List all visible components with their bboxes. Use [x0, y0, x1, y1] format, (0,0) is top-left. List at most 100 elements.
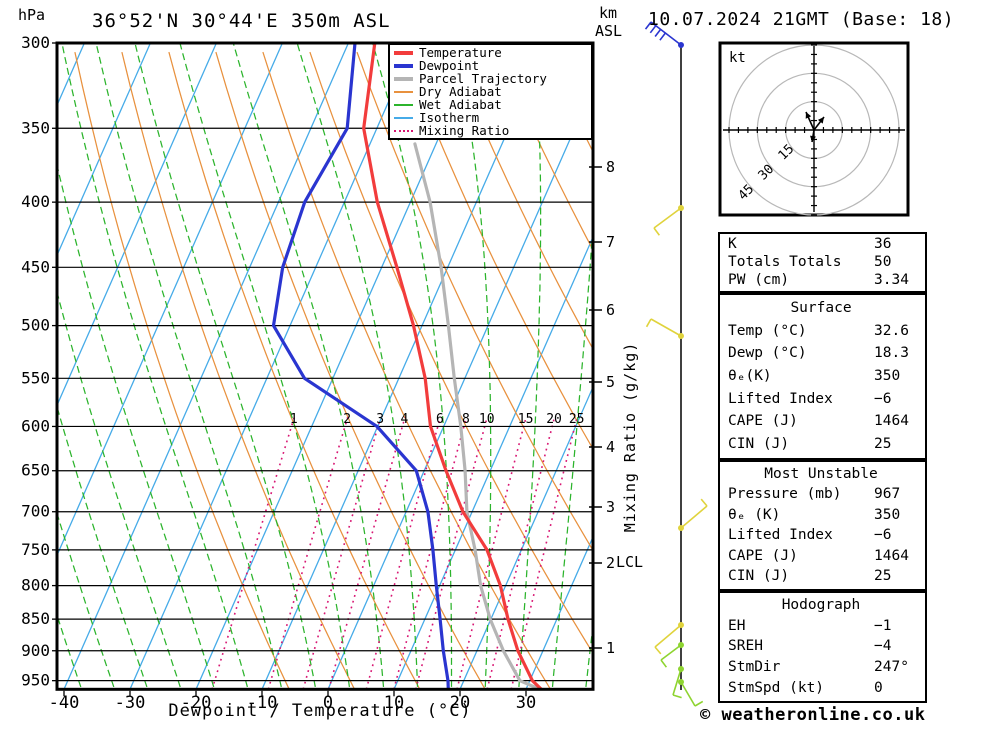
- isotherm-line: [393, 235, 593, 690]
- legend-label: Mixing Ratio: [419, 122, 510, 138]
- dry-adiabat-line: [168, 51, 421, 690]
- km-tick-label: 8: [606, 158, 615, 176]
- dry-adiabat-line: [215, 51, 486, 690]
- legend-item: Parcel Trajectory: [390, 72, 591, 85]
- table-row-label: K: [728, 236, 737, 253]
- legend-swatch-isotherm: [394, 116, 413, 119]
- table-row-value: −6: [874, 390, 892, 407]
- legend-swatch-wet_adiabat: [394, 103, 413, 106]
- stats-table-indices: K 36 Totals Totals 50 PW (cm) 3.34: [718, 232, 927, 293]
- stats-table-hodograph: Hodograph EH −1 SREH −4 StmDir 247° StmSpd (kt)…: [718, 591, 927, 703]
- dry-adiabat-line: [497, 51, 593, 252]
- temperature-axis-labels: -40 -30 -20 -10 0 10 20 30: [49, 690, 536, 713]
- wind-barb-shaft: [654, 624, 682, 648]
- page-title: 36°52'N 30°44'E 350m ASL: [92, 10, 391, 32]
- table-row: CIN (J) 25: [728, 569, 925, 584]
- km-tick-label: 4: [606, 438, 615, 456]
- temperature-tick-label: -20: [181, 693, 212, 713]
- isotherm-line: [525, 535, 593, 690]
- isotherm-line: [327, 85, 593, 690]
- isotherm-line: [0, 43, 18, 689]
- wind-barb-shaft: [660, 644, 682, 661]
- wet-adiabats-group: [57, 43, 593, 688]
- table-row-value: 32.6: [874, 322, 909, 339]
- dry-adiabat-line: [74, 51, 290, 690]
- table-row: CAPE (J) 1464: [728, 414, 925, 429]
- table-row-value: 25: [874, 436, 892, 453]
- km-tick-label: 2: [606, 554, 615, 572]
- pressure-tick-label: 450: [21, 257, 50, 276]
- table-row-label: Pressure (mb): [728, 486, 842, 503]
- stats-table-most-unstable: Most Unstable Pressure (mb) 967 θₑ (K) 350 Li…: [718, 460, 927, 591]
- table-row: θₑ(K) 350: [728, 368, 925, 384]
- wet-adiabat-line: [518, 43, 542, 687]
- table-row-value: 18.3: [874, 345, 909, 362]
- mixing-ratio-line: [486, 417, 556, 690]
- plot-background: 1 2 3 4 6 8 10 15 20 25: [0, 43, 1000, 690]
- mixing-ratio-line: [302, 416, 382, 690]
- pressure-gridlines-group: [57, 127, 593, 682]
- date-label: 10.07.2024 21GMT (Base: 18): [648, 9, 955, 30]
- pressure-tick-label: 500: [21, 316, 50, 335]
- hodograph-unit-label: kt: [729, 50, 746, 66]
- legend-label: Dry Adiabat: [419, 83, 502, 99]
- legend-item: Dewpoint: [390, 59, 591, 72]
- pressure-axis-labels: 300 350 400 450 500 550 600 650 700 750 800 850 900 9…: [21, 33, 57, 690]
- table-row-label: StmSpd (kt): [728, 680, 825, 697]
- wet-adiabat-line: [134, 43, 316, 688]
- wind-barb-feather: [672, 694, 682, 699]
- hodograph-vector-head: [810, 135, 816, 142]
- legend-swatch-dewpoint: [394, 63, 413, 68]
- isotherm-line: [261, 43, 547, 690]
- wind-barb-feather: [654, 646, 662, 655]
- mixing-ratio-value: 3: [376, 412, 384, 427]
- pressure-tick-label: 900: [21, 641, 50, 660]
- table-row: Lifted Index −6: [728, 390, 925, 407]
- mixing-ratio-value: 15: [518, 412, 534, 427]
- wind-barb-feather: [654, 28, 662, 37]
- km-tick-label: 3: [606, 498, 615, 516]
- wet-adiabat-line: [57, 404, 148, 688]
- mixing-ratio-value: 20: [546, 412, 562, 427]
- table-row: K 36: [728, 237, 925, 252]
- table-row-label: CIN (J): [728, 568, 790, 585]
- mixing-ratio-value: 4: [401, 412, 409, 427]
- table-row: StmDir 247°: [728, 660, 925, 675]
- dry-adiabat-line: [403, 51, 593, 451]
- pressure-unit-label: hPa: [18, 6, 46, 24]
- mixing-ratio-line: [456, 416, 527, 690]
- legend-label: Dewpoint: [419, 57, 480, 73]
- table-row-value: 36: [874, 236, 892, 253]
- table-row: Temp (°C) 32.6: [728, 322, 925, 339]
- wind-barb-feather: [700, 498, 708, 507]
- asl-unit-label: ASL: [595, 22, 623, 40]
- table-row-label: θₑ (K): [728, 506, 781, 523]
- table-row-label: SREH: [728, 638, 763, 655]
- pressure-tick-label: 800: [21, 576, 50, 595]
- wind-barb-feather: [644, 21, 652, 30]
- hodograph-vector-head: [805, 112, 812, 119]
- table-row-label: CAPE (J): [728, 413, 798, 430]
- legend-item: Dry Adiabat: [390, 85, 591, 98]
- mixing-ratio-value: 1: [290, 412, 298, 427]
- pressure-tick-label: 300: [21, 33, 50, 52]
- pressure-tick-label: 850: [21, 609, 50, 628]
- hodograph-vector-head: [817, 117, 824, 124]
- mixing-ratio-value: 25: [569, 412, 585, 427]
- wet-adiabat-line: [57, 289, 181, 688]
- plot-border: [55, 41, 595, 691]
- legend-item: Temperature: [390, 46, 591, 59]
- temperature-curve: [362, 43, 544, 690]
- legend-swatch-temperature: [394, 50, 413, 55]
- isotherm-line: [57, 43, 283, 557]
- km-unit-label: km: [599, 4, 618, 22]
- mixing-ratio-axis-label: Mixing Ratio (g/kg): [621, 341, 639, 533]
- mixing-ratio-group: 1 2 3 4 6 8 10 15 20 25: [211, 412, 585, 690]
- table-row-label: EH: [728, 617, 746, 634]
- table-row-label: Lifted Index: [728, 390, 833, 407]
- dry-adiabat-line: [921, 52, 1000, 689]
- mixing-ratio-line: [211, 416, 296, 690]
- parcel-trajectory-curve: [413, 142, 544, 690]
- table-header: Hodograph: [781, 596, 861, 613]
